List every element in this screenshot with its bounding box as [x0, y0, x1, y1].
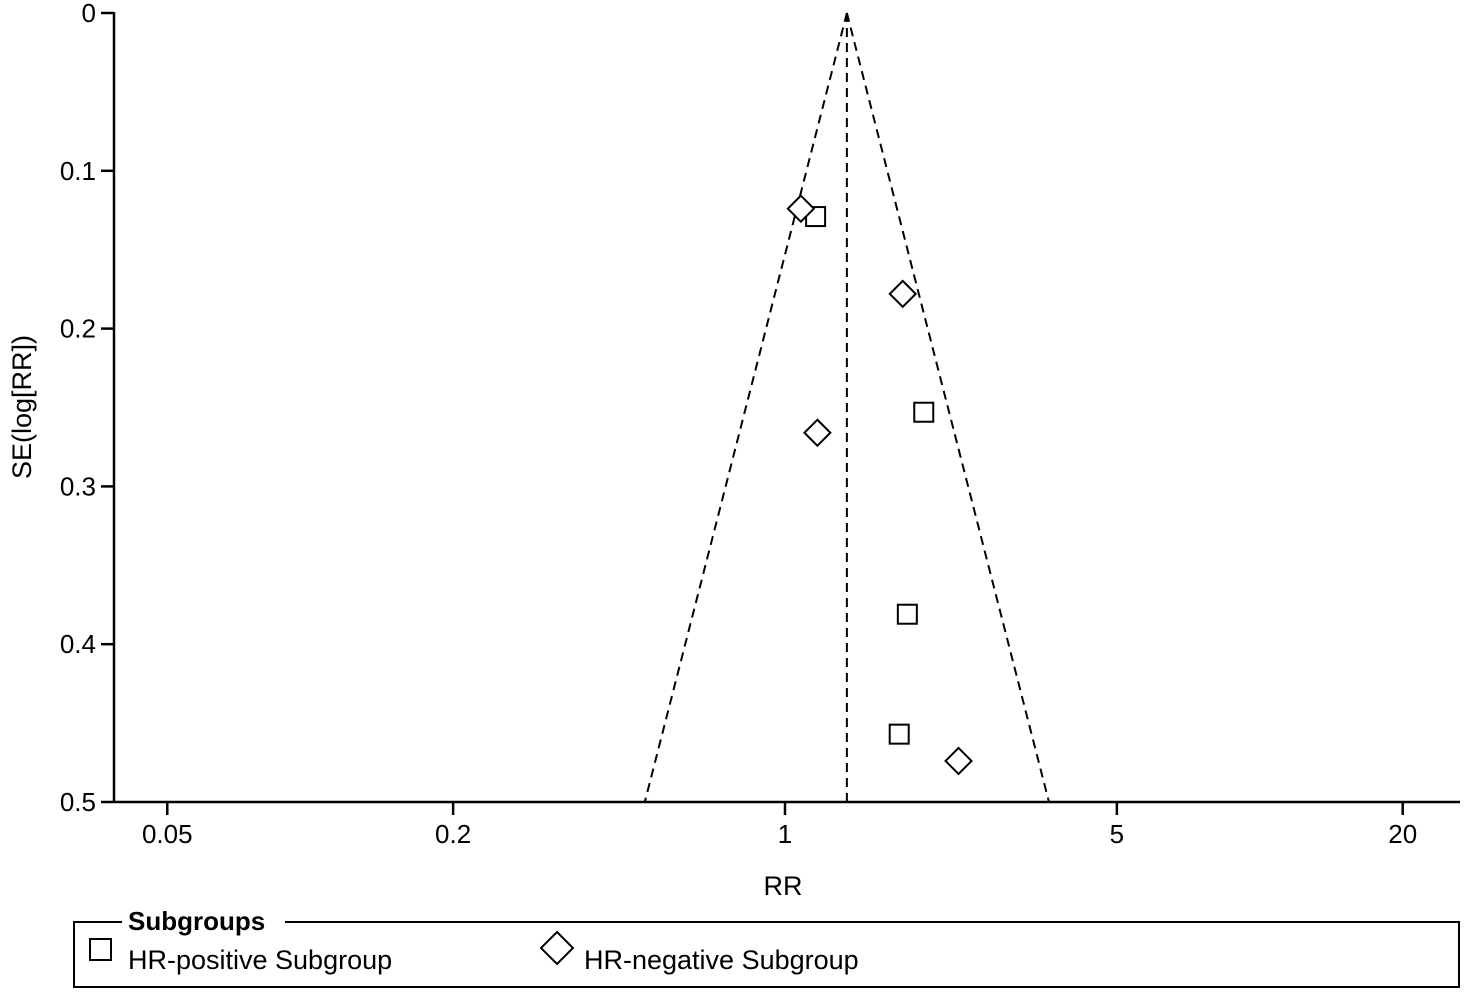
legend-label-hr-positive: HR-positive Subgroup [128, 945, 392, 975]
data-points [786, 194, 973, 776]
x-tick-label: 1 [778, 819, 792, 849]
funnel-left-limit [643, 12, 848, 803]
legend-diamond-marker [539, 930, 575, 966]
y-tick-label: 0.3 [60, 471, 96, 501]
hr-negative-diamond-point [944, 746, 973, 776]
x-axis-title: RR [764, 871, 803, 901]
y-tick-label: 0.2 [60, 314, 96, 344]
funnel-lines [643, 12, 1050, 803]
hr-positive-square-point [913, 401, 935, 423]
y-tick-label: 0 [82, 0, 96, 28]
legend-border [73, 921, 1460, 988]
x-tick-label: 0.2 [435, 819, 471, 849]
x-tick-label: 20 [1388, 819, 1417, 849]
axis-ticks: 0.05 0.2 1 5 20 0 0.1 0.2 0.3 0.4 0.5 [60, 0, 1417, 849]
hr-negative-diamond-point [786, 194, 816, 224]
hr-positive-square-point [896, 603, 918, 625]
y-axis-title: SE(log[RR]) [7, 335, 37, 479]
hr-negative-diamond-point [802, 418, 832, 448]
y-tick-label: 0.4 [60, 629, 96, 659]
plot-area [112, 12, 1460, 804]
legend-title: Subgroups [128, 906, 265, 936]
funnel-right-limit [845, 12, 1050, 803]
y-tick-label: 0.5 [60, 787, 96, 817]
legend: Subgroups HR-positive Subgroup HR-negati… [73, 906, 1460, 988]
hr-negative-diamond-point [888, 279, 918, 309]
y-tick-label: 0.1 [60, 156, 96, 186]
legend-square-marker [89, 938, 112, 961]
x-tick-label: 5 [1110, 819, 1124, 849]
legend-label-hr-negative: HR-negative Subgroup [584, 945, 859, 975]
x-tick-label: 0.05 [142, 819, 193, 849]
hr-positive-square-point [888, 723, 910, 745]
